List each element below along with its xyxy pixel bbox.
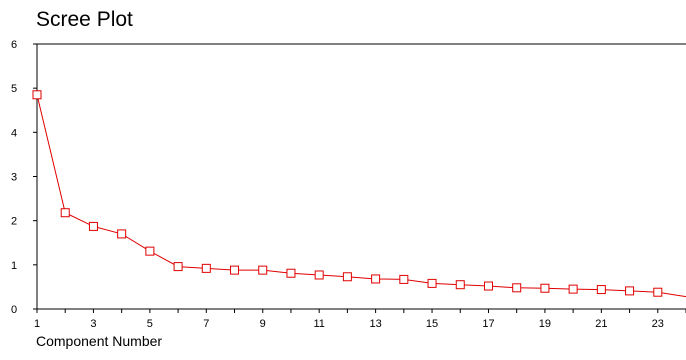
x-tick-label: 15	[426, 318, 438, 330]
series-line	[37, 95, 686, 297]
x-tick-label: 19	[539, 318, 551, 330]
data-point-marker	[484, 282, 492, 290]
data-point-marker	[626, 287, 634, 295]
y-tick-label: 1	[11, 260, 17, 272]
data-point-marker	[287, 269, 295, 277]
data-point-marker	[89, 222, 97, 230]
x-tick-label: 1	[34, 318, 40, 330]
x-tick-label: 21	[595, 318, 607, 330]
x-tick-label: 11	[313, 318, 324, 330]
data-point-marker	[61, 209, 69, 217]
x-tick-label: 17	[482, 318, 494, 330]
y-tick-label: 5	[11, 83, 17, 95]
x-tick-label: 3	[90, 318, 96, 330]
x-tick-label: 7	[203, 318, 209, 330]
y-tick-label: 4	[11, 127, 17, 139]
data-point-marker	[597, 286, 605, 294]
data-point-marker	[456, 281, 464, 289]
data-point-marker	[343, 273, 351, 281]
x-tick-label: 23	[652, 318, 664, 330]
y-tick-label: 6	[11, 39, 17, 51]
x-tick-label: 9	[260, 318, 266, 330]
x-tick-label: 5	[147, 318, 153, 330]
data-point-marker	[259, 266, 267, 274]
data-point-marker	[33, 91, 41, 99]
data-point-marker	[513, 284, 521, 292]
data-point-marker	[569, 285, 577, 293]
data-point-marker	[231, 266, 239, 274]
data-point-marker	[400, 275, 408, 283]
y-tick-label: 2	[11, 216, 17, 228]
data-point-marker	[146, 247, 154, 255]
y-tick-label: 0	[11, 304, 17, 316]
x-tick-label: 13	[369, 318, 381, 330]
x-axis-label: Component Number	[36, 333, 162, 349]
data-point-marker	[372, 275, 380, 283]
data-point-marker	[202, 264, 210, 272]
data-point-marker	[428, 279, 436, 287]
data-point-marker	[541, 284, 549, 292]
data-point-marker	[315, 271, 323, 279]
series-group	[33, 91, 686, 297]
data-point-marker	[118, 230, 126, 238]
y-tick-label: 3	[11, 172, 17, 184]
data-point-marker	[174, 263, 182, 271]
data-point-marker	[654, 288, 662, 296]
